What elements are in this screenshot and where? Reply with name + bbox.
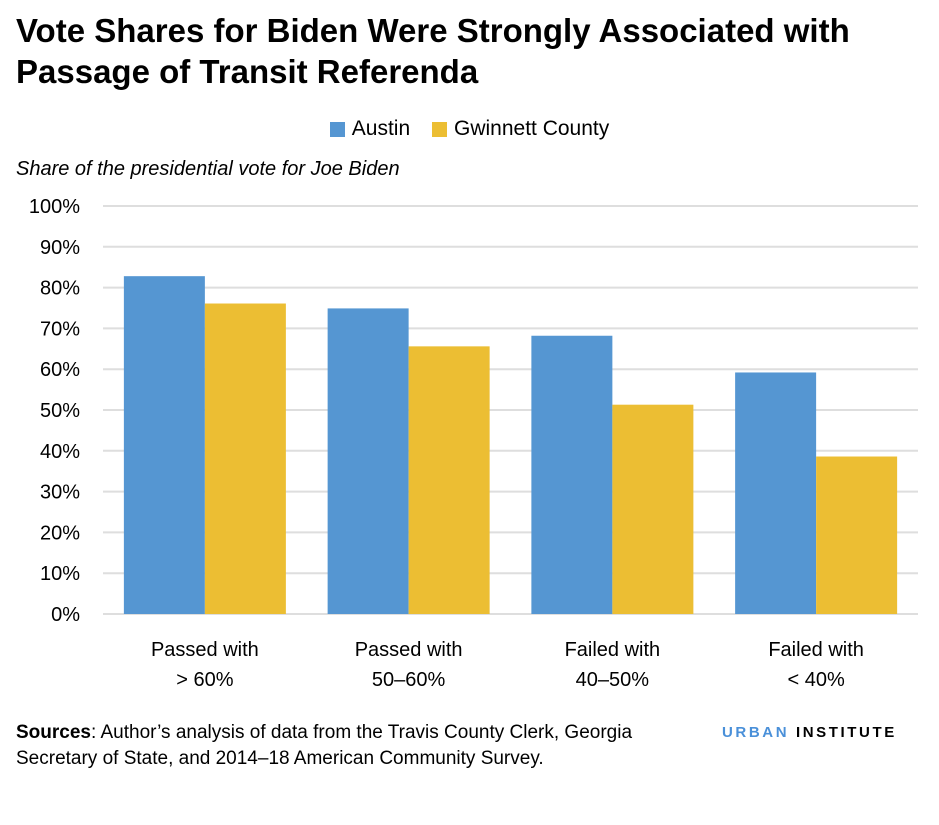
bar-austin <box>531 335 613 614</box>
logo-institute: INSTITUTE <box>795 724 897 741</box>
logo-urban: URBAN <box>722 724 790 741</box>
chart-title: Vote Shares for Biden Were Strongly Asso… <box>16 12 850 90</box>
y-tick-label: 50% <box>40 400 80 422</box>
bar-gwinnett <box>816 456 898 614</box>
bar-gwinnett <box>612 404 694 614</box>
bar-austin <box>123 276 205 614</box>
x-tick-label: 40–50% <box>576 669 650 691</box>
legend-item-austin: Austin <box>329 117 411 141</box>
bar-austin <box>327 308 409 614</box>
x-tick-label: < 40% <box>787 669 844 691</box>
y-tick-label: 60% <box>40 359 80 381</box>
x-tick-label: 50–60% <box>372 669 446 691</box>
x-tick-label: Failed with <box>565 639 661 661</box>
urban-institute-logo: URBAN INSTITUTE <box>722 724 897 741</box>
legend-label-gwinnett: Gwinnett County <box>453 117 610 140</box>
bar-gwinnett <box>204 303 286 614</box>
y-tick-label: 40% <box>40 441 80 463</box>
x-tick-label: Failed with <box>768 639 864 661</box>
sources-label: Sources <box>16 722 91 743</box>
legend-item-gwinnett: Gwinnett County <box>431 117 610 141</box>
y-axis-label: Share of the presidential vote for Joe B… <box>16 158 400 180</box>
y-tick-label: 80% <box>40 278 80 300</box>
y-tick-label: 30% <box>40 482 80 504</box>
sources-text: : Author’s analysis of data from the Tra… <box>16 722 633 769</box>
legend-swatch-austin <box>329 121 345 137</box>
legend-label-austin: Austin <box>351 117 411 140</box>
x-tick-label: Passed with <box>355 639 463 661</box>
y-tick-label: 0% <box>51 604 80 626</box>
sources-note: Sources: Author’s analysis of data from … <box>16 720 676 772</box>
y-tick-label: 90% <box>40 237 80 259</box>
x-tick-label: > 60% <box>176 669 233 691</box>
bar-austin <box>735 372 817 614</box>
y-tick-label: 10% <box>40 563 80 585</box>
legend: Austin Gwinnett County <box>0 117 939 143</box>
y-tick-label: 70% <box>40 318 80 340</box>
y-tick-label: 20% <box>40 522 80 544</box>
legend-swatch-gwinnett <box>431 121 447 137</box>
y-tick-label: 100% <box>29 196 80 218</box>
bar-gwinnett <box>408 346 490 614</box>
x-tick-label: Passed with <box>151 639 259 661</box>
